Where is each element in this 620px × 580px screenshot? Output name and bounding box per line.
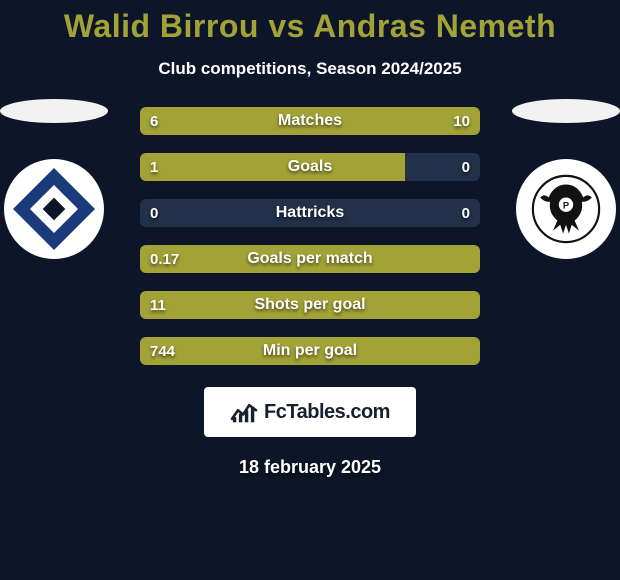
brand-badge: FcTables.com	[204, 387, 416, 437]
date-label: 18 february 2025	[0, 457, 620, 478]
stat-row: 744Min per goal	[140, 337, 480, 365]
svg-text:P: P	[563, 200, 569, 210]
stat-row: 10Goals	[140, 153, 480, 181]
player-right-column: P	[506, 99, 620, 259]
club-logo-left	[4, 159, 104, 259]
comparison-bars: 610Matches 10Goals 00Hattricks 0.17Goals pe…	[140, 107, 480, 365]
stat-row: 00Hattricks	[140, 199, 480, 227]
brand-text: FcTables.com	[264, 401, 390, 424]
brand-icon	[230, 400, 258, 424]
stat-label: Hattricks	[140, 199, 480, 227]
comparison-panel: P 610Matches 10Goals 00Hattricks 0.17Goals …	[0, 107, 620, 478]
stat-row: 610Matches	[140, 107, 480, 135]
player-left-column	[0, 99, 114, 259]
page-title: Walid Birrou vs Andras Nemeth	[0, 8, 620, 45]
flag-left	[0, 99, 108, 123]
stat-label: Shots per goal	[140, 291, 480, 319]
stat-label: Min per goal	[140, 337, 480, 365]
stat-row: 0.17Goals per match	[140, 245, 480, 273]
subtitle: Club competitions, Season 2024/2025	[0, 59, 620, 79]
stat-label: Matches	[140, 107, 480, 135]
flag-right	[512, 99, 620, 123]
stat-label: Goals per match	[140, 245, 480, 273]
stat-label: Goals	[140, 153, 480, 181]
club-logo-right: P	[516, 159, 616, 259]
stat-row: 11Shots per goal	[140, 291, 480, 319]
